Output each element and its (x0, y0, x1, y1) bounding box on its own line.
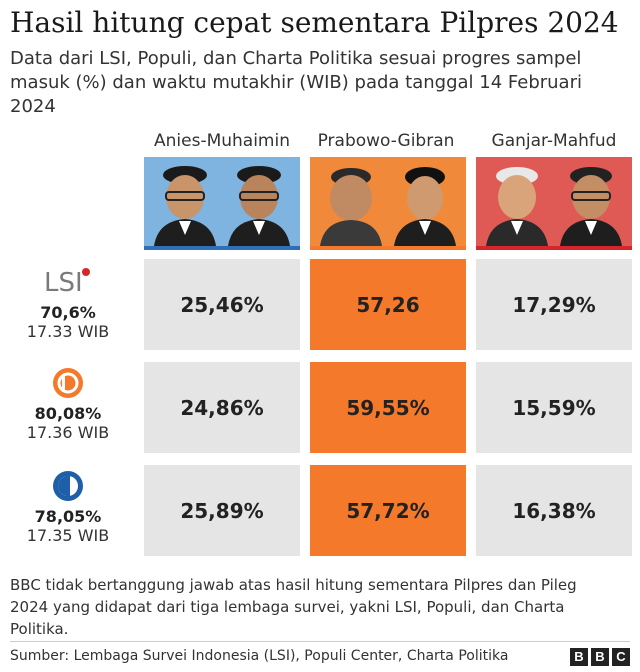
source-note: Sumber: Lembaga Survei Indonesia (LSI), … (10, 648, 509, 664)
person-icon (394, 167, 456, 246)
row-label-lsi: LSI 70,6% 17.33 WIB (8, 263, 128, 341)
column-accent-bar (144, 246, 300, 250)
result-cell: 59,55% (310, 362, 466, 453)
row-label-populi: 80,08% 17.36 WIB (8, 366, 128, 442)
result-cell: 25,89% (144, 465, 300, 556)
person-icon (486, 167, 548, 246)
result-cell: 16,38% (476, 465, 632, 556)
column-accent-bar (310, 246, 466, 250)
result-cell: 57,26 (310, 259, 466, 350)
person-icon (560, 167, 622, 246)
result-cell: 24,86% (144, 362, 300, 453)
lsi-logo-icon: LSI (44, 268, 90, 298)
result-cell: 57,72% (310, 465, 466, 556)
row-label-charta: 78,05% 17.35 WIB (8, 469, 128, 545)
charta-politika-logo-icon (53, 471, 83, 501)
sample-progress: 78,05% (34, 507, 102, 526)
update-time: 17.35 WIB (26, 526, 110, 545)
person-icon (228, 166, 290, 246)
bbc-logo-letter: B (570, 648, 588, 666)
column-header-ganjar: Ganjar-Mahfud (491, 131, 617, 151)
person-icon (320, 168, 382, 246)
bbc-logo-letter: B (591, 648, 609, 666)
result-cell: 25,46% (144, 259, 300, 350)
chart-title: Hasil hitung cepat sementara Pilpres 202… (10, 6, 619, 39)
bbc-logo-letter: C (612, 648, 630, 666)
column-accent-bar (476, 246, 632, 250)
sample-progress: 70,6% (40, 303, 96, 322)
bbc-logo: B B C (570, 648, 630, 666)
update-time: 17.36 WIB (26, 423, 110, 442)
chart-subtitle: Data dari LSI, Populi, dan Charta Politi… (10, 48, 582, 117)
photo-ganjar-mahfud (476, 157, 632, 250)
result-cell: 17,29% (476, 259, 632, 350)
photo-anies-muhaimin (144, 157, 300, 250)
column-header-prabowo: Prabowo-Gibran (317, 131, 455, 151)
footer-divider (10, 641, 630, 642)
sample-progress: 80,08% (34, 404, 102, 423)
column-header-anies: Anies-Muhaimin (154, 131, 290, 151)
photo-prabowo-gibran (310, 157, 466, 250)
result-cell: 15,59% (476, 362, 632, 453)
disclaimer-note: BBC tidak bertanggung jawab atas hasil h… (10, 576, 577, 638)
svg-text:LSI: LSI (44, 268, 83, 298)
person-icon (154, 166, 216, 246)
populi-logo-icon (53, 368, 83, 398)
update-time: 17.33 WIB (26, 322, 110, 341)
